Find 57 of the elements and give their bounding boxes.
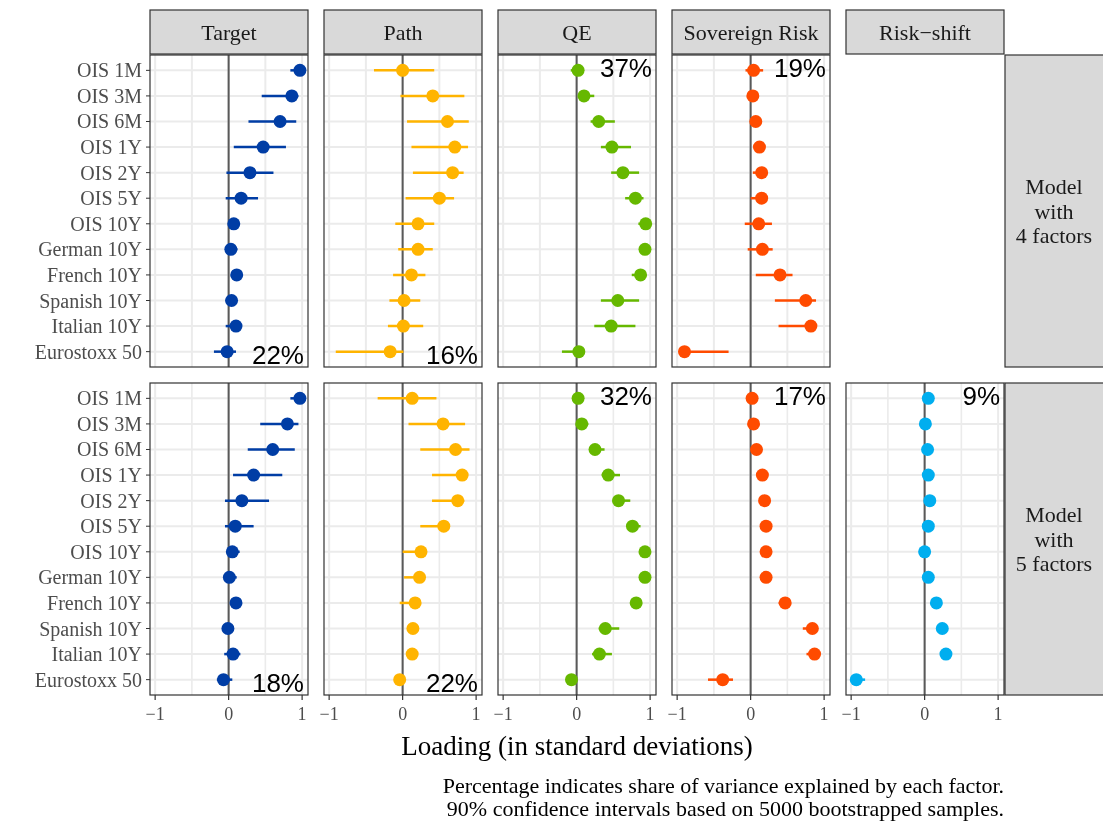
x-tick-label: 0 <box>398 704 408 724</box>
annotation: 19% <box>773 53 826 83</box>
y-tick-label: German 10Y <box>38 566 142 589</box>
y2-axis-title: Model with 4 factors <box>1015 174 1093 249</box>
y2-axis-title: Model with 5 factors <box>1015 502 1093 577</box>
annotation: 22% <box>425 668 478 698</box>
y-tick-label: OIS 10Y <box>70 540 142 563</box>
annotation: 16% <box>425 340 478 370</box>
x-tick-label: −1 <box>145 704 165 724</box>
y-tick-label: French 10Y <box>47 263 142 286</box>
annotation: 37% <box>599 53 652 83</box>
chart-title: Target <box>201 19 257 45</box>
x-tick-label: 1 <box>819 704 829 724</box>
x-tick-label: 1 <box>645 704 655 724</box>
x-tick-label: −1 <box>493 704 513 724</box>
annotation: 9% <box>962 381 1000 411</box>
y-tick-label: OIS 5Y <box>80 187 142 210</box>
y-tick-label: OIS 3M <box>76 412 143 435</box>
x-tick-label: 1 <box>297 704 307 724</box>
y-tick-label: OIS 2Y <box>80 489 142 512</box>
y-tick-label: OIS 1M <box>76 387 143 410</box>
annotation: 22% <box>251 340 304 370</box>
text: Percentage indicates share of variance explained by each factor. <box>442 773 1004 798</box>
annotation: 17% <box>773 381 826 411</box>
x-tick-label: 0 <box>920 704 930 724</box>
x-tick-label: 0 <box>224 704 234 724</box>
y-tick-label: OIS 10Y <box>70 212 142 235</box>
chart-title: Sovereign Risk <box>683 19 819 45</box>
x-tick-label: 0 <box>572 704 582 724</box>
y-tick-label: OIS 1Y <box>80 464 142 487</box>
x-tick-label: −1 <box>667 704 687 724</box>
y-tick-label: OIS 1Y <box>80 136 142 159</box>
x-tick-label: 1 <box>993 704 1003 724</box>
y-tick-label: French 10Y <box>47 591 142 614</box>
annotation: 18% <box>251 668 304 698</box>
annotation: 32% <box>599 381 652 411</box>
chart-title: Risk−shift <box>879 19 971 45</box>
y-tick-label: OIS 5Y <box>80 515 142 538</box>
y-tick-label: Eurostoxx 50 <box>34 340 142 363</box>
y-tick-label: OIS 6M <box>76 110 143 133</box>
y-tick-label: OIS 6M <box>76 438 143 461</box>
y-tick-label: OIS 3M <box>76 84 143 107</box>
chart-title: Path <box>383 19 423 45</box>
y-tick-label: Spanish 10Y <box>39 289 142 313</box>
x-tick-label: −1 <box>319 704 339 724</box>
y-tick-label: Spanish 10Y <box>39 617 142 641</box>
y-tick-label: Italian 10Y <box>51 643 142 666</box>
y-tick-label: German 10Y <box>38 238 142 261</box>
y-tick-label: Eurostoxx 50 <box>34 668 142 691</box>
y-tick-label: Italian 10Y <box>51 315 142 338</box>
y-tick-label: OIS 1M <box>76 59 143 82</box>
y-tick-label: OIS 2Y <box>80 161 142 184</box>
x-axis-title: Loading (in standard deviations) <box>401 731 753 761</box>
x-tick-label: −1 <box>841 704 861 724</box>
chart-title: QE <box>562 19 592 45</box>
x-tick-label: 0 <box>746 704 756 724</box>
x-tick-label: 1 <box>471 704 481 724</box>
